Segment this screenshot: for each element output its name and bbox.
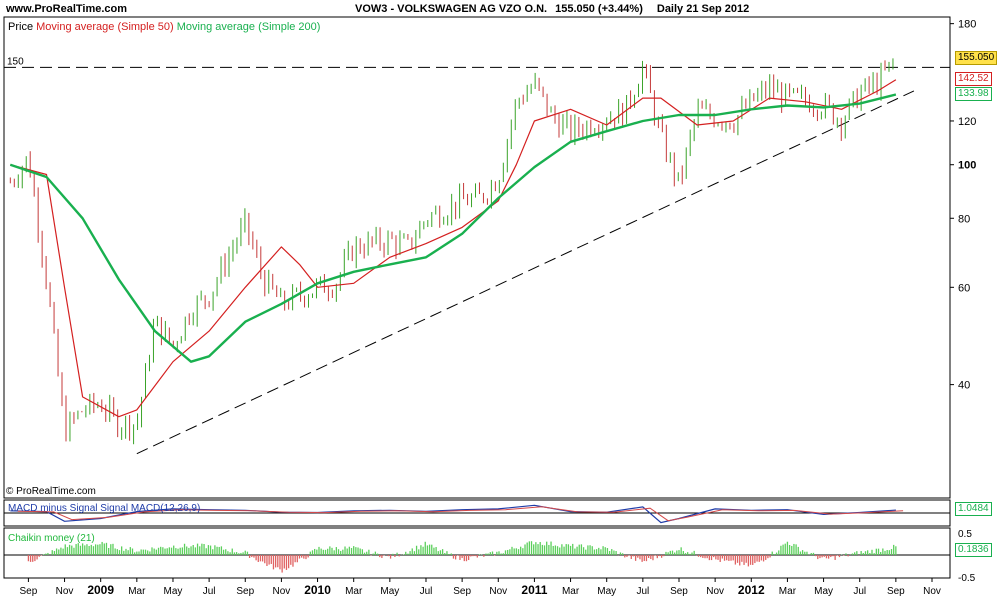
legend-ma50: Moving average (Simple 50) (36, 21, 174, 33)
y-tick-label: 80 (958, 213, 970, 225)
legend-ma200: Moving average (Simple 200) (176, 21, 321, 33)
y-tick-label: 40 (958, 380, 970, 392)
x-tick-label: Sep (236, 586, 254, 597)
x-tick-label: Jul (203, 586, 216, 597)
x-tick-label: Jul (636, 586, 649, 597)
panel-frame-1 (3, 16, 951, 499)
x-tick-label: Sep (887, 586, 905, 597)
chaikin-last-tag: 0.1836 (955, 543, 992, 557)
legend-price: Price (8, 21, 34, 33)
site-link[interactable]: www.ProRealTime.com (6, 3, 128, 15)
x-tick-label: Nov (56, 586, 74, 597)
x-tick-label: May (380, 586, 399, 597)
x-tick-label: 2011 (521, 583, 547, 597)
macd-legend-label: MACD minus Signal Signal MACD(12,26,9) (8, 503, 201, 514)
x-tick-label: Jul (420, 586, 433, 597)
panel-frame-3 (3, 527, 951, 579)
support-trendline (136, 90, 915, 455)
price-last-tag: 155.050 (955, 51, 998, 65)
ma50-line (10, 79, 897, 418)
chaikin-legend: Chaikin money (21) (8, 533, 95, 544)
x-tick-label: Sep (453, 586, 471, 597)
x-tick-label: Nov (489, 586, 507, 597)
y-tick-label: 100 (958, 160, 976, 172)
x-tick-label: Sep (19, 586, 37, 597)
ma50-last-tag: 142.52 (955, 72, 992, 86)
instrument-name: VOW3 - VOLKSWAGEN AG VZO O.N. (355, 3, 548, 15)
y-tick-label: 180 (958, 19, 976, 31)
x-tick-label: Mar (128, 586, 146, 597)
chaikin-y-tick-label: 0.5 (958, 529, 972, 540)
x-tick-label: Sep (670, 586, 688, 597)
x-tick-label: 2010 (304, 583, 331, 597)
x-tick-label: Mar (779, 586, 797, 597)
price-change: 155.050 (+3.44%) (555, 3, 643, 15)
chart-title: VOW3 - VOLKSWAGEN AG VZO O.N. 155.050 (+3… (355, 3, 749, 15)
x-tick-label: Mar (345, 586, 363, 597)
ma200-line (9, 93, 897, 363)
x-tick-label: Nov (273, 586, 291, 597)
macd-legend: MACD minus Signal Signal MACD(12,26,9) (8, 503, 200, 514)
price-legend: Price Moving average (Simple 50) Moving … (8, 21, 320, 33)
x-tick-label: Mar (562, 586, 580, 597)
horizontal-line-label: 150 (7, 56, 24, 67)
ma200-last-tag: 133.98 (955, 87, 992, 101)
x-tick-label: May (597, 586, 616, 597)
x-tick-label: 2012 (738, 583, 765, 597)
chart-period: Daily 21 Sep 2012 (656, 3, 750, 15)
macd-last-tag: 1.0484 (955, 502, 992, 516)
x-tick-label: 2009 (87, 583, 114, 597)
y-tick-label: 120 (958, 116, 976, 128)
copyright-text: © ProRealTime.com (6, 486, 96, 497)
y-tick-label: 60 (958, 282, 970, 294)
x-tick-label: May (814, 586, 833, 597)
x-tick-label: Nov (706, 586, 724, 597)
chaikin-y-tick-label: -0.5 (958, 573, 976, 584)
x-tick-label: Jul (853, 586, 866, 597)
x-tick-label: Nov (923, 586, 941, 597)
macd-signal-line (17, 506, 904, 522)
x-tick-label: May (164, 586, 183, 597)
